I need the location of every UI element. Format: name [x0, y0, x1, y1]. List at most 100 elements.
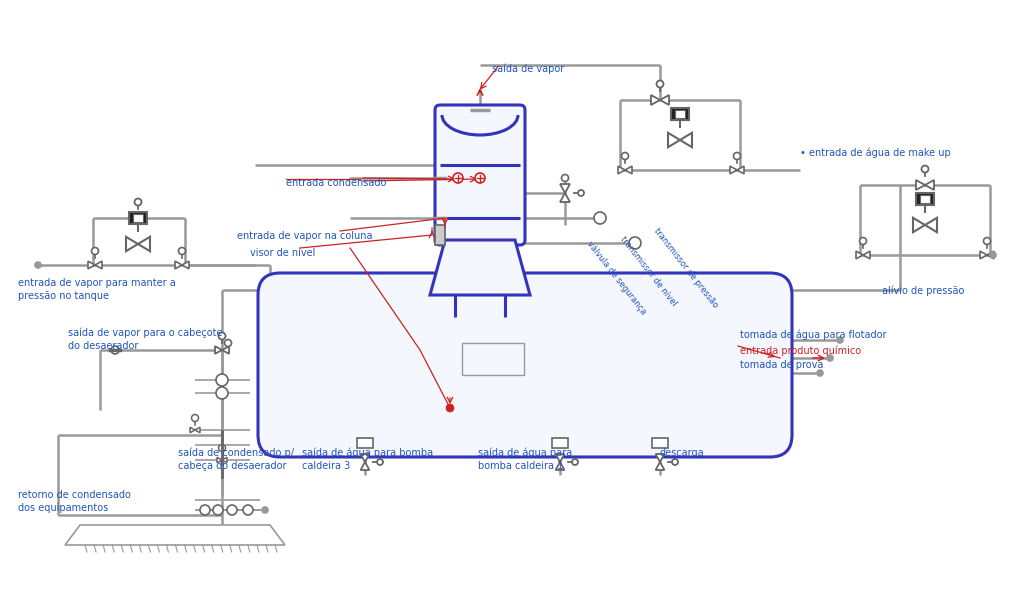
Polygon shape — [175, 261, 182, 269]
Circle shape — [983, 238, 990, 245]
Circle shape — [817, 370, 823, 376]
Bar — [671, 108, 689, 120]
Circle shape — [200, 505, 210, 515]
Text: transmissor de nível: transmissor de nível — [618, 235, 678, 307]
Polygon shape — [556, 462, 564, 470]
Circle shape — [561, 174, 568, 181]
Circle shape — [262, 507, 268, 513]
Polygon shape — [618, 166, 625, 174]
Polygon shape — [856, 251, 863, 259]
Polygon shape — [222, 346, 229, 354]
Bar — [133, 214, 143, 222]
Bar — [552, 438, 568, 448]
Circle shape — [35, 262, 41, 268]
Circle shape — [827, 355, 833, 361]
Circle shape — [594, 212, 606, 224]
Polygon shape — [95, 261, 102, 269]
Polygon shape — [987, 251, 994, 259]
Polygon shape — [126, 237, 138, 251]
Circle shape — [672, 459, 678, 465]
Text: transmissor de pressão: transmissor de pressão — [652, 226, 720, 309]
Polygon shape — [625, 166, 632, 174]
Circle shape — [191, 414, 199, 421]
Polygon shape — [182, 261, 189, 269]
Polygon shape — [980, 251, 987, 259]
Polygon shape — [737, 166, 744, 174]
Circle shape — [453, 173, 463, 183]
Text: entrada condensado: entrada condensado — [286, 178, 386, 188]
Text: do desaerador: do desaerador — [68, 341, 138, 351]
Circle shape — [475, 173, 485, 183]
Text: tomada de água para flotador: tomada de água para flotador — [740, 330, 887, 340]
Text: bomba caldeira 1: bomba caldeira 1 — [478, 461, 563, 471]
Polygon shape — [660, 95, 669, 105]
Polygon shape — [138, 213, 147, 223]
Polygon shape — [655, 462, 665, 470]
Bar — [357, 438, 373, 448]
Polygon shape — [668, 133, 680, 147]
Circle shape — [578, 190, 584, 196]
Text: saída de água para: saída de água para — [478, 448, 572, 458]
Polygon shape — [190, 427, 195, 433]
Bar — [652, 438, 668, 448]
Text: entrada de vapor na coluna: entrada de vapor na coluna — [237, 231, 373, 241]
Circle shape — [216, 374, 228, 386]
FancyBboxPatch shape — [435, 105, 525, 245]
Bar — [435, 225, 445, 245]
Polygon shape — [138, 237, 150, 251]
Circle shape — [218, 445, 225, 451]
Bar — [916, 193, 934, 205]
Text: cabeça do desaerador: cabeça do desaerador — [178, 461, 287, 471]
Circle shape — [227, 505, 237, 515]
Text: saída de condensado p/: saída de condensado p/ — [178, 448, 294, 458]
Circle shape — [922, 165, 929, 173]
Bar — [129, 212, 147, 224]
Circle shape — [990, 252, 996, 258]
Polygon shape — [925, 180, 934, 190]
Polygon shape — [65, 525, 285, 545]
Circle shape — [656, 81, 664, 88]
Text: caldeira 3: caldeira 3 — [302, 461, 350, 471]
Text: saída de água para bomba: saída de água para bomba — [302, 448, 433, 458]
Polygon shape — [430, 240, 530, 295]
Polygon shape — [217, 457, 222, 463]
Circle shape — [218, 333, 225, 340]
Polygon shape — [730, 166, 737, 174]
Polygon shape — [560, 184, 570, 193]
Circle shape — [629, 237, 641, 249]
Circle shape — [91, 248, 98, 254]
Circle shape — [224, 340, 231, 346]
Text: descarga: descarga — [660, 448, 705, 458]
Circle shape — [446, 404, 454, 412]
Text: visor de nível: visor de nível — [250, 248, 315, 258]
Polygon shape — [129, 213, 138, 223]
Polygon shape — [680, 133, 692, 147]
Polygon shape — [863, 251, 870, 259]
Polygon shape — [88, 261, 95, 269]
Polygon shape — [360, 454, 370, 462]
Polygon shape — [215, 346, 222, 354]
Text: entrada de vapor para manter a: entrada de vapor para manter a — [18, 278, 176, 288]
Bar — [462, 343, 524, 375]
Text: saída de vapor para o cabeçote: saída de vapor para o cabeçote — [68, 328, 222, 338]
Text: retorno de condensado: retorno de condensado — [18, 490, 131, 500]
Bar — [920, 195, 930, 203]
Text: alívio de pressão: alívio de pressão — [882, 285, 965, 296]
Text: entrada produto químico: entrada produto químico — [740, 346, 861, 356]
Bar — [675, 110, 685, 118]
Polygon shape — [913, 218, 925, 232]
Polygon shape — [556, 454, 564, 462]
Polygon shape — [195, 427, 200, 433]
Polygon shape — [655, 454, 665, 462]
Circle shape — [837, 337, 843, 343]
Polygon shape — [222, 457, 227, 463]
Circle shape — [859, 238, 866, 245]
Circle shape — [243, 505, 253, 515]
Circle shape — [377, 459, 383, 465]
Circle shape — [733, 152, 740, 159]
Polygon shape — [925, 218, 937, 232]
FancyBboxPatch shape — [258, 273, 792, 457]
Polygon shape — [651, 95, 660, 105]
Text: saída de vapor: saída de vapor — [492, 63, 564, 73]
Polygon shape — [916, 180, 925, 190]
